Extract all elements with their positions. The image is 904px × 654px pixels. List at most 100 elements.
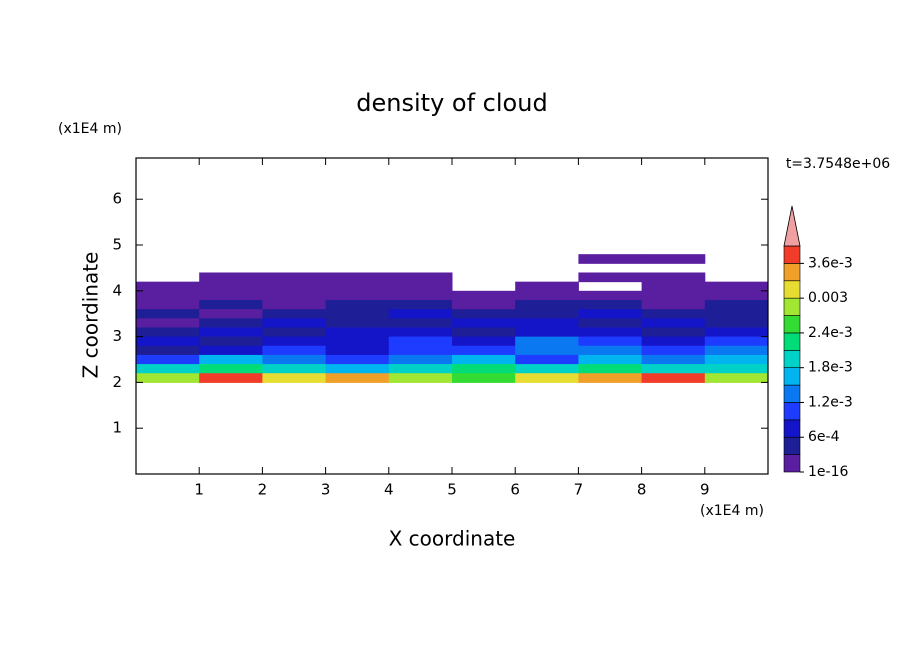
x-tick-label: 3 <box>321 481 331 499</box>
contour-cell <box>704 336 769 347</box>
contour-cell <box>388 290 453 301</box>
contour-cell <box>641 281 706 292</box>
y-tick-label: 3 <box>112 327 122 345</box>
contour-cell <box>136 354 200 365</box>
colorbar-bin <box>783 280 801 299</box>
contour-cell <box>325 364 390 374</box>
contour-cell <box>452 290 516 301</box>
contour-cell <box>515 299 579 310</box>
colorbar-bin <box>783 402 801 421</box>
contour-cell <box>388 354 453 365</box>
contour-cell <box>515 364 579 374</box>
contour-cell <box>578 290 643 301</box>
contour-cell <box>641 354 706 365</box>
contour-cell <box>578 272 643 283</box>
contour-cell <box>325 290 390 301</box>
contour-cell <box>452 345 516 356</box>
contour-cell <box>578 364 643 374</box>
contour-cell <box>515 309 579 319</box>
contour-cell <box>452 336 516 347</box>
contour-cell <box>641 299 706 310</box>
colorbar-bin <box>783 436 801 455</box>
x-tick-label: 4 <box>384 481 394 499</box>
x-tick-label: 2 <box>258 481 268 499</box>
contour-cell <box>325 281 390 292</box>
colorbar-label: 0.003 <box>808 290 848 306</box>
x-tick-label: 1 <box>194 481 204 499</box>
contour-cell <box>199 364 263 374</box>
contour-cell <box>515 373 579 383</box>
contour-cell <box>199 345 263 356</box>
contour-cell <box>452 354 516 365</box>
contour-cell <box>641 345 706 356</box>
y-tick-label: 2 <box>112 373 122 391</box>
x-tick-label: 7 <box>574 481 584 499</box>
contour-cell <box>136 290 200 301</box>
contour-cell <box>199 327 263 338</box>
contour-cell <box>388 373 453 383</box>
contour-cell <box>515 345 579 356</box>
contour-cell <box>388 345 453 356</box>
contour-cell <box>325 318 390 328</box>
contour-cell <box>704 309 769 319</box>
contour-cell <box>515 290 579 301</box>
contour-cell <box>199 299 263 310</box>
contour-cell <box>199 281 263 292</box>
colorbar-bin <box>783 297 801 316</box>
contour-cell <box>262 272 327 283</box>
y-tick-label: 6 <box>112 190 122 208</box>
contour-cell <box>704 373 769 383</box>
contour-cell <box>262 345 327 356</box>
colorbar-label: 1.2e-3 <box>808 394 853 410</box>
contour-cell <box>325 272 390 283</box>
contour-cell <box>452 318 516 328</box>
contour-cell <box>704 345 769 356</box>
contour-cell <box>452 309 516 319</box>
contour-cell <box>388 272 453 283</box>
contour-cell <box>136 364 200 374</box>
contour-cell <box>452 373 516 383</box>
colorbar-bin <box>783 350 801 368</box>
contour-cell <box>578 327 643 338</box>
contour-cell <box>578 299 643 310</box>
contour-cell <box>199 309 263 319</box>
contour-cell <box>199 318 263 328</box>
contour-cell <box>515 318 579 328</box>
contour-cell <box>452 299 516 310</box>
chart-title: density of cloud <box>356 89 547 117</box>
x-tick-label: 6 <box>510 481 520 499</box>
contour-cell <box>136 318 200 328</box>
x-tick-label: 9 <box>700 481 710 499</box>
contour-cell <box>704 327 769 338</box>
contour-cell <box>199 336 263 347</box>
time-label: t=3.7548e+06 <box>786 156 890 172</box>
contour-cell <box>136 299 200 310</box>
contour-cell <box>704 354 769 365</box>
x-tick-label: 5 <box>447 481 457 499</box>
contour-cell <box>388 336 453 347</box>
colorbar-label: 1.8e-3 <box>808 360 853 376</box>
contour-cell <box>452 327 516 338</box>
contour-cell <box>325 336 390 347</box>
colorbar-bin <box>783 315 801 334</box>
contour-cell <box>388 327 453 338</box>
contour-cell <box>578 336 643 347</box>
contour-cell <box>325 373 390 383</box>
contour-cell <box>388 299 453 310</box>
contour-cell <box>578 345 643 356</box>
contour-cell <box>325 327 390 338</box>
contour-cell <box>262 364 327 374</box>
contour-cell <box>704 281 769 292</box>
y-tick-label: 1 <box>112 419 122 437</box>
x-tick-label: 8 <box>637 481 647 499</box>
colorbar-over <box>783 205 801 247</box>
contour-cell <box>325 309 390 319</box>
contour-cell <box>641 254 706 264</box>
contour-cell <box>388 364 453 374</box>
contour-cell <box>199 373 263 383</box>
contour-cell <box>452 364 516 374</box>
colorbar-bin <box>783 263 801 282</box>
contour-cell <box>325 299 390 310</box>
contour-cell <box>262 290 327 301</box>
